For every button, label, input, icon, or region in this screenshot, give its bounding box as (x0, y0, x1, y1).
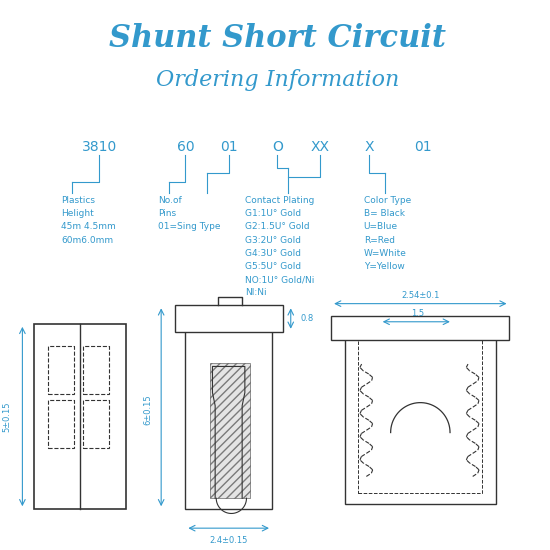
Text: 6±0.15: 6±0.15 (143, 395, 152, 425)
Text: Shunt Short Circuit: Shunt Short Circuit (109, 23, 446, 54)
Bar (83, 400, 109, 448)
Text: 2.4±0.15: 2.4±0.15 (210, 536, 248, 544)
Bar (331, 316, 509, 340)
Text: O: O (272, 140, 283, 154)
Text: X: X (364, 140, 374, 154)
Bar (83, 346, 109, 394)
Bar (48, 400, 74, 448)
Bar (34, 324, 126, 509)
Text: 01: 01 (414, 140, 432, 154)
Text: 5±0.15: 5±0.15 (3, 402, 12, 432)
Text: 1.5: 1.5 (411, 309, 424, 318)
Bar (358, 340, 482, 493)
Text: Ordering Information: Ordering Information (156, 69, 399, 91)
Text: No.of
Pins
01=Sing Type: No.of Pins 01=Sing Type (158, 196, 221, 232)
Bar (175, 305, 283, 332)
Text: 60: 60 (177, 140, 194, 154)
Text: XX: XX (311, 140, 330, 154)
Bar (345, 334, 496, 504)
Text: Contact Plating
G1:1U° Gold
G2:1.5U° Gold
G3:2U° Gold
G4:3U° Gold
G5:5U° Gold
NO: Contact Plating G1:1U° Gold G2:1.5U° Gol… (245, 196, 314, 298)
Bar (210, 363, 250, 498)
Bar (48, 346, 74, 394)
Text: 2.54±0.1: 2.54±0.1 (401, 291, 439, 300)
Text: 01: 01 (220, 140, 238, 154)
Text: 0.8: 0.8 (300, 314, 313, 323)
Text: Color Type
B= Black
U=Blue
R=Red
W=White
Y=Yellow: Color Type B= Black U=Blue R=Red W=White… (364, 196, 411, 271)
Text: 3810: 3810 (81, 140, 117, 154)
Text: Plastics
Helight
45m 4.5mm
60m6.0mm: Plastics Helight 45m 4.5mm 60m6.0mm (61, 196, 116, 245)
Bar (185, 326, 272, 509)
